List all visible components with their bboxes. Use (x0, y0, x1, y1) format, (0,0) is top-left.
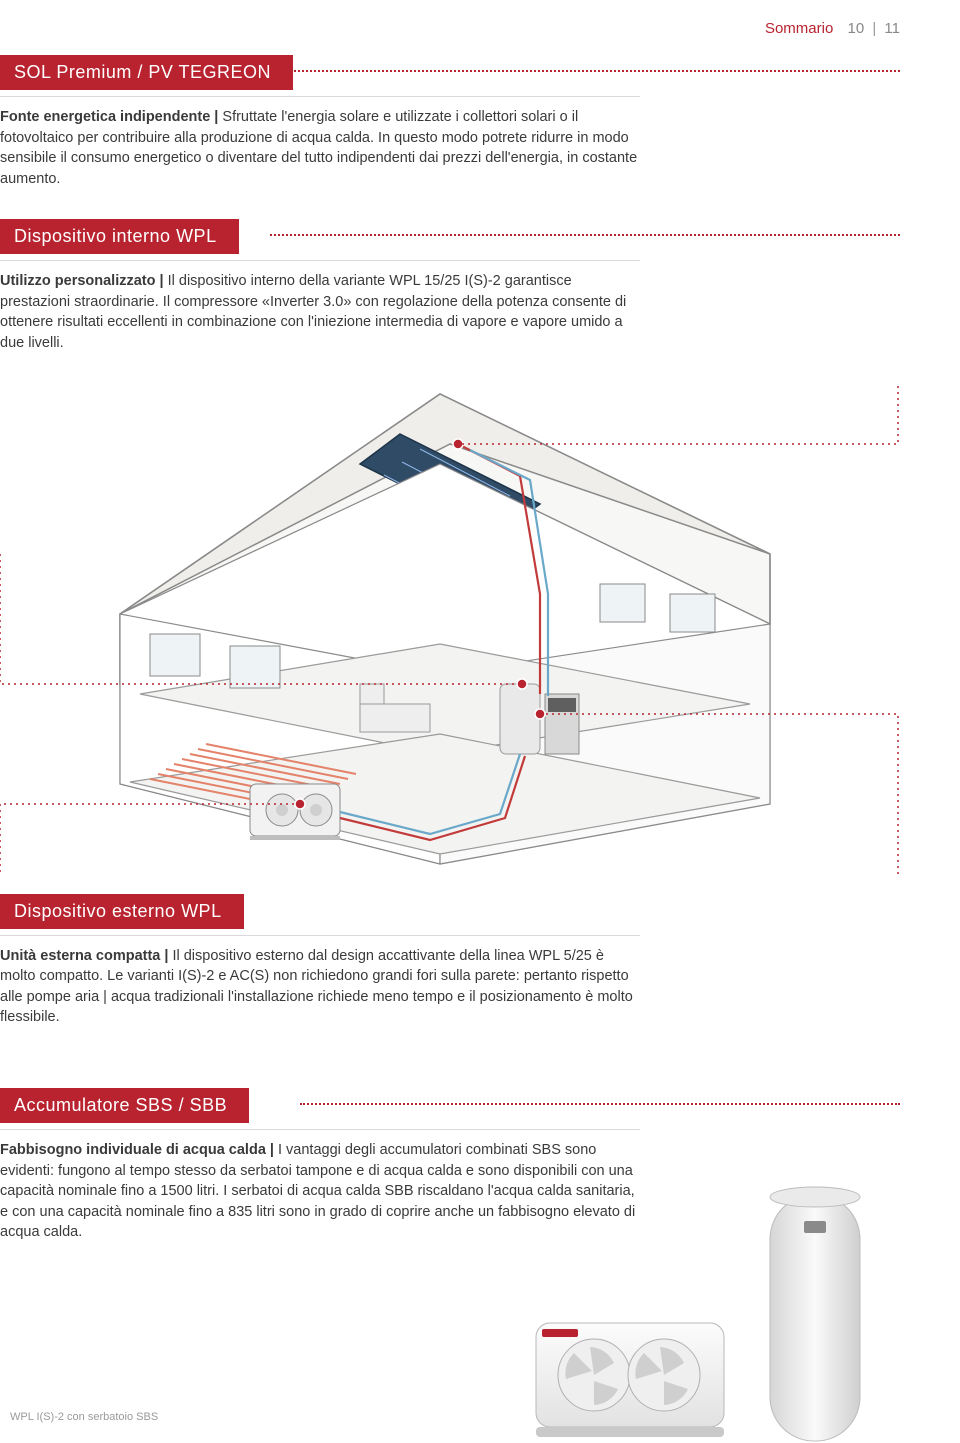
divider (0, 1129, 640, 1130)
section-body-2: Utilizzo personalizzato | Il dispositivo… (0, 271, 640, 353)
section-title-3: Dispositivo esterno WPL (0, 894, 244, 929)
callout-line-icon (300, 1103, 900, 1105)
page-num-right: 11 (884, 20, 900, 37)
header-label: Sommario (765, 20, 833, 37)
section-title-2: Dispositivo interno WPL (0, 219, 239, 254)
house-svg (0, 384, 900, 874)
page-sep: | (872, 20, 876, 37)
section-lead-3: Unità esterna compatta | (0, 948, 168, 964)
footer-caption: WPL I(S)-2 con serbatoio SBS (10, 1411, 158, 1423)
outdoor-unit-icon (530, 1313, 730, 1443)
storage-tank-icon (750, 1183, 880, 1443)
callout-line-icon (270, 234, 900, 236)
section-dispositivo-interno: Dispositivo interno WPL Utilizzo persona… (0, 219, 900, 353)
callout-line-icon (270, 70, 900, 72)
section-lead-1: Fonte energetica indipendente | (0, 109, 218, 125)
section-dispositivo-esterno: Dispositivo esterno WPL Unità esterna co… (0, 894, 900, 1028)
divider (0, 935, 640, 936)
page-num-left: 10 (847, 20, 864, 37)
page-header: Sommario 10 | 11 (0, 20, 900, 55)
house-cutaway-diagram (0, 384, 900, 874)
section-lead-4: Fabbisogno individuale di acqua calda | (0, 1142, 274, 1158)
footer-product-images: WPL I(S)-2 con serbatoio SBS (0, 1243, 960, 1443)
section-title-4: Accumulatore SBS / SBB (0, 1088, 249, 1123)
section-body-1: Fonte energetica indipendente | Sfruttat… (0, 107, 640, 189)
section-sol-premium: SOL Premium / PV TEGREON Fonte energetic… (0, 55, 900, 189)
section-lead-2: Utilizzo personalizzato | (0, 273, 164, 289)
divider (0, 96, 640, 97)
divider (0, 260, 640, 261)
section-body-3: Unità esterna compatta | Il dispositivo … (0, 946, 640, 1028)
section-body-4: Fabbisogno individuale di acqua calda | … (0, 1140, 640, 1243)
section-title-1: SOL Premium / PV TEGREON (0, 55, 293, 90)
